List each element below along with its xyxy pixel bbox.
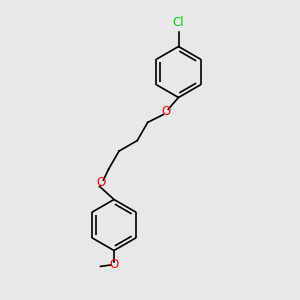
Text: Cl: Cl [173, 16, 184, 29]
Text: O: O [96, 176, 106, 189]
Text: O: O [110, 258, 118, 272]
Text: O: O [161, 105, 170, 119]
